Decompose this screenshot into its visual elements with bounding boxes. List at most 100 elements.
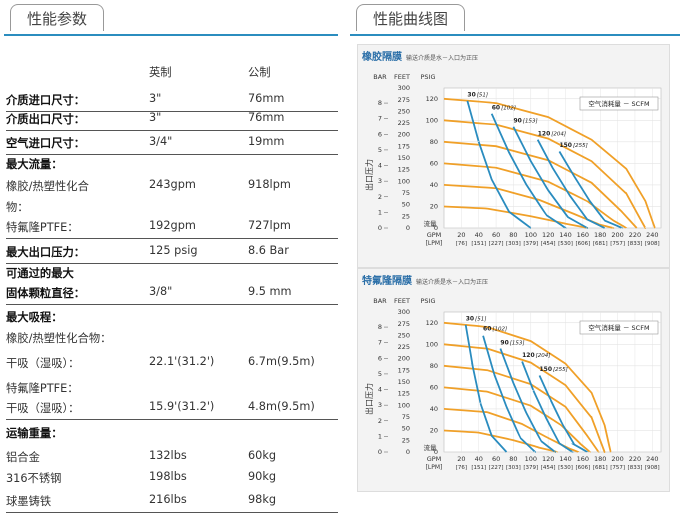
spec-row: 干吸（湿吸）： 22.1'(31.2') 6.7m(9.5m) — [6, 355, 338, 374]
gpm-tick-label: 20 — [457, 231, 465, 239]
gpm-tick-label: 160 — [577, 231, 589, 239]
gpm-tick-label: 180 — [594, 455, 606, 463]
gpm-tick-label: 180 — [594, 231, 606, 239]
feet-tick-label: 150 — [398, 154, 410, 162]
series-line — [443, 184, 615, 229]
legend-box — [579, 96, 659, 111]
feet-tick-label: 50 — [402, 425, 410, 433]
spec-label: 固体颗粒直径： — [6, 287, 86, 300]
legend-label: 空气消耗量 － SCFM — [588, 323, 649, 332]
bar-tick-label: 1 — [378, 208, 382, 216]
legend-box — [579, 320, 659, 335]
tab-performance-params[interactable]: 性能参数 — [10, 4, 105, 31]
spec-label: 最大出口压力： — [6, 246, 86, 259]
bar-tick-label: 6 — [378, 130, 382, 138]
bar-tick-label: 3 — [378, 401, 382, 409]
spec-label: 球墨铸铁 — [6, 495, 52, 508]
spec-imperial-value: 132lbs — [149, 449, 187, 462]
bar-tick-label: 1 — [378, 432, 382, 440]
air-consumption-label: 120[204] — [538, 130, 566, 137]
bar-tick-label: 2 — [378, 193, 382, 201]
axis-header: FEET — [394, 297, 410, 305]
bar-tick-label: 5 — [378, 146, 382, 154]
spec-metric-value: 8.6 Bar — [248, 244, 289, 257]
tab-performance-curves[interactable]: 性能曲线图 — [356, 4, 466, 31]
air-consumption-label: 30[51] — [467, 92, 488, 99]
spec-imperial-value: 3" — [149, 111, 162, 124]
spec-imperial-value: 22.1'(31.2') — [149, 355, 215, 368]
feet-tick-label: 250 — [398, 107, 410, 115]
spec-row: 最大出口压力： 125 psig 8.6 Bar — [6, 244, 338, 264]
series-line — [443, 205, 589, 229]
spec-row: 球墨铸铁 216lbs 98kg — [6, 493, 338, 513]
gpm-tick-label: 220 — [629, 455, 641, 463]
spec-metric-value: 76mm — [248, 92, 285, 105]
spec-label: 橡胶/热塑性化合物： — [6, 332, 112, 345]
bar-tick-label: 7 — [378, 115, 382, 123]
psig-tick-label: 0 — [434, 224, 438, 232]
gpm-tick-label: 200 — [611, 231, 623, 239]
gpm-label: GPM — [427, 455, 442, 463]
bar-tick-label: 5 — [378, 370, 382, 378]
axis-header: PSIG — [421, 297, 436, 305]
gpm-tick-label: 220 — [629, 231, 641, 239]
bar-tick-label: 8 — [378, 99, 382, 107]
gpm-tick-label: 100 — [525, 231, 537, 239]
axis-header: PSIG — [421, 73, 436, 81]
lpm-tick-label: [151] — [471, 241, 486, 247]
chart-title: 特氟隆隔膜 输送介质是水－入口为正压 — [362, 276, 489, 287]
lpm-tick-label: [530] — [558, 465, 573, 471]
feet-tick-label: 75 — [402, 413, 410, 421]
spec-imperial-value: 3/4" — [149, 135, 173, 148]
lpm-tick-label: [454] — [541, 241, 556, 247]
feet-tick-label: 50 — [402, 201, 410, 209]
spec-row: 橡胶/热塑性化合物： — [6, 330, 338, 349]
spec-row: 最大吸程： — [6, 309, 338, 328]
series-line — [443, 140, 638, 229]
feet-tick-label: 0 — [406, 448, 410, 456]
lpm-tick-label: [303] — [506, 241, 521, 247]
spec-row: 物： — [6, 199, 338, 218]
bar-tick-label: 8 — [378, 323, 382, 331]
spec-row: 介质出口尺寸： 3" 76mm — [6, 111, 338, 131]
bar-tick-label: 7 — [378, 339, 382, 347]
series-line — [558, 151, 623, 229]
lpm-tick-label: [76] — [456, 241, 467, 247]
spec-metric-value: 918lpm — [248, 178, 291, 191]
spec-row: 干吸（湿吸）： 15.9'(31.2') 4.8m(9.5m) — [6, 400, 338, 420]
spec-row: 空气进口尺寸： 3/4" 19mm — [6, 135, 338, 155]
feet-tick-label: 100 — [398, 177, 410, 185]
lpm-tick-label: [76] — [456, 465, 467, 471]
spec-metric-value: 90kg — [248, 470, 277, 483]
gpm-tick-label: 40 — [475, 455, 483, 463]
feet-tick-label: 200 — [398, 355, 410, 363]
spec-metric-value: 6.7m(9.5m) — [248, 355, 315, 368]
bar-tick-label: 6 — [378, 354, 382, 362]
legend-label: 空气消耗量 － SCFM — [588, 99, 649, 108]
psig-tick-label: 80 — [430, 362, 438, 370]
gpm-label: GPM — [427, 231, 442, 239]
chart-ptfe-diaphragm: 特氟隆隔膜 输送介质是水－入口为正压 BAR FEET PSIG 0 1 2 3 4 5 6 7 8 0 2… — [357, 268, 670, 492]
gpm-tick-label: 80 — [509, 231, 517, 239]
spec-label: 运输重量： — [6, 427, 63, 440]
lpm-tick-label: [833] — [628, 241, 643, 247]
feet-tick-label: 25 — [402, 436, 410, 444]
series-line — [499, 348, 557, 453]
spec-imperial-value: 3" — [149, 92, 162, 105]
spec-metric-value: 98kg — [248, 493, 277, 506]
psig-tick-label: 120 — [426, 95, 438, 103]
y-axis-label: 出口压力 — [364, 159, 374, 191]
lpm-tick-label: [757] — [610, 465, 625, 471]
spec-row: 铝合金 132lbs 60kg — [6, 449, 338, 468]
specs-header: 性能参数 — [4, 4, 338, 36]
feet-tick-label: 250 — [398, 331, 410, 339]
spec-label: 最大流量： — [6, 158, 63, 171]
spec-label: 铝合金 — [6, 451, 40, 464]
axis-header: BAR — [373, 73, 387, 81]
column-header-metric: 公制 — [248, 66, 271, 79]
axis-header: BAR — [373, 297, 387, 305]
spec-imperial-value: 243gpm — [149, 178, 196, 191]
lpm-tick-label: [454] — [541, 465, 556, 471]
feet-tick-label: 175 — [398, 366, 410, 374]
spec-label: 空气进口尺寸： — [6, 137, 86, 150]
